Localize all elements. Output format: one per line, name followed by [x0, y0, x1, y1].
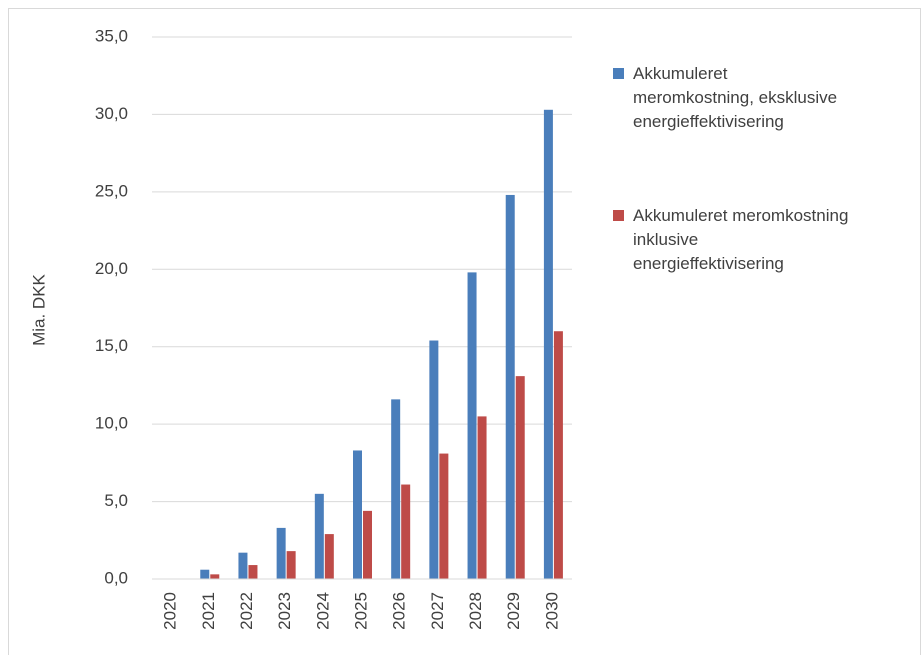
- bar: [314, 493, 324, 579]
- chart-border: [8, 8, 921, 655]
- x-tick-label: 2020: [161, 592, 180, 630]
- x-tick-label: 2026: [390, 592, 409, 630]
- x-tick-label: 2021: [199, 592, 218, 630]
- y-tick-label: 5,0: [104, 491, 128, 510]
- bar: [210, 574, 220, 579]
- bar: [429, 340, 439, 579]
- x-tick-label: 2028: [466, 592, 485, 630]
- bar: [505, 194, 515, 579]
- bar: [467, 272, 477, 579]
- legend-swatch: [613, 68, 624, 79]
- y-tick-label: 35,0: [95, 26, 128, 45]
- bar: [200, 569, 210, 579]
- y-tick-label: 15,0: [95, 336, 128, 355]
- x-tick-label: 2025: [351, 592, 370, 630]
- bar: [553, 331, 563, 579]
- legend-label: Akkumuleret meromkostning inklusive ener…: [633, 206, 849, 273]
- y-tick-label: 20,0: [95, 259, 128, 278]
- bar: [286, 551, 296, 579]
- y-tick-label: 30,0: [95, 104, 128, 123]
- bar: [515, 376, 525, 579]
- bar: [276, 527, 286, 579]
- x-tick-label: 2022: [237, 592, 256, 630]
- x-tick-label: 2029: [504, 592, 523, 630]
- x-tick-label: 2024: [313, 592, 332, 630]
- x-tick-label: 2030: [542, 592, 561, 630]
- legend-item: Akkumuleret meromkostning inklusive ener…: [613, 204, 853, 276]
- y-tick-label: 0,0: [104, 568, 128, 587]
- x-tick-label: 2023: [275, 592, 294, 630]
- bar: [353, 450, 362, 579]
- legend-label: Akkumuleret meromkostning, eksklusive en…: [633, 64, 838, 131]
- y-axis-label: Mia. DKK: [29, 273, 48, 345]
- bar: [439, 453, 449, 579]
- bar: [363, 510, 372, 579]
- bar: [238, 552, 248, 579]
- bar: [543, 109, 553, 579]
- legend-item: Akkumuleret meromkostning, eksklusive en…: [613, 62, 853, 134]
- bar: [401, 484, 411, 579]
- bar: [391, 399, 401, 579]
- y-tick-label: 10,0: [95, 414, 128, 433]
- legend-swatch: [613, 210, 624, 221]
- bar: [477, 416, 487, 579]
- bar: [324, 534, 334, 579]
- bar: [248, 565, 258, 579]
- x-tick-label: 2027: [428, 592, 447, 630]
- y-tick-label: 25,0: [95, 181, 128, 200]
